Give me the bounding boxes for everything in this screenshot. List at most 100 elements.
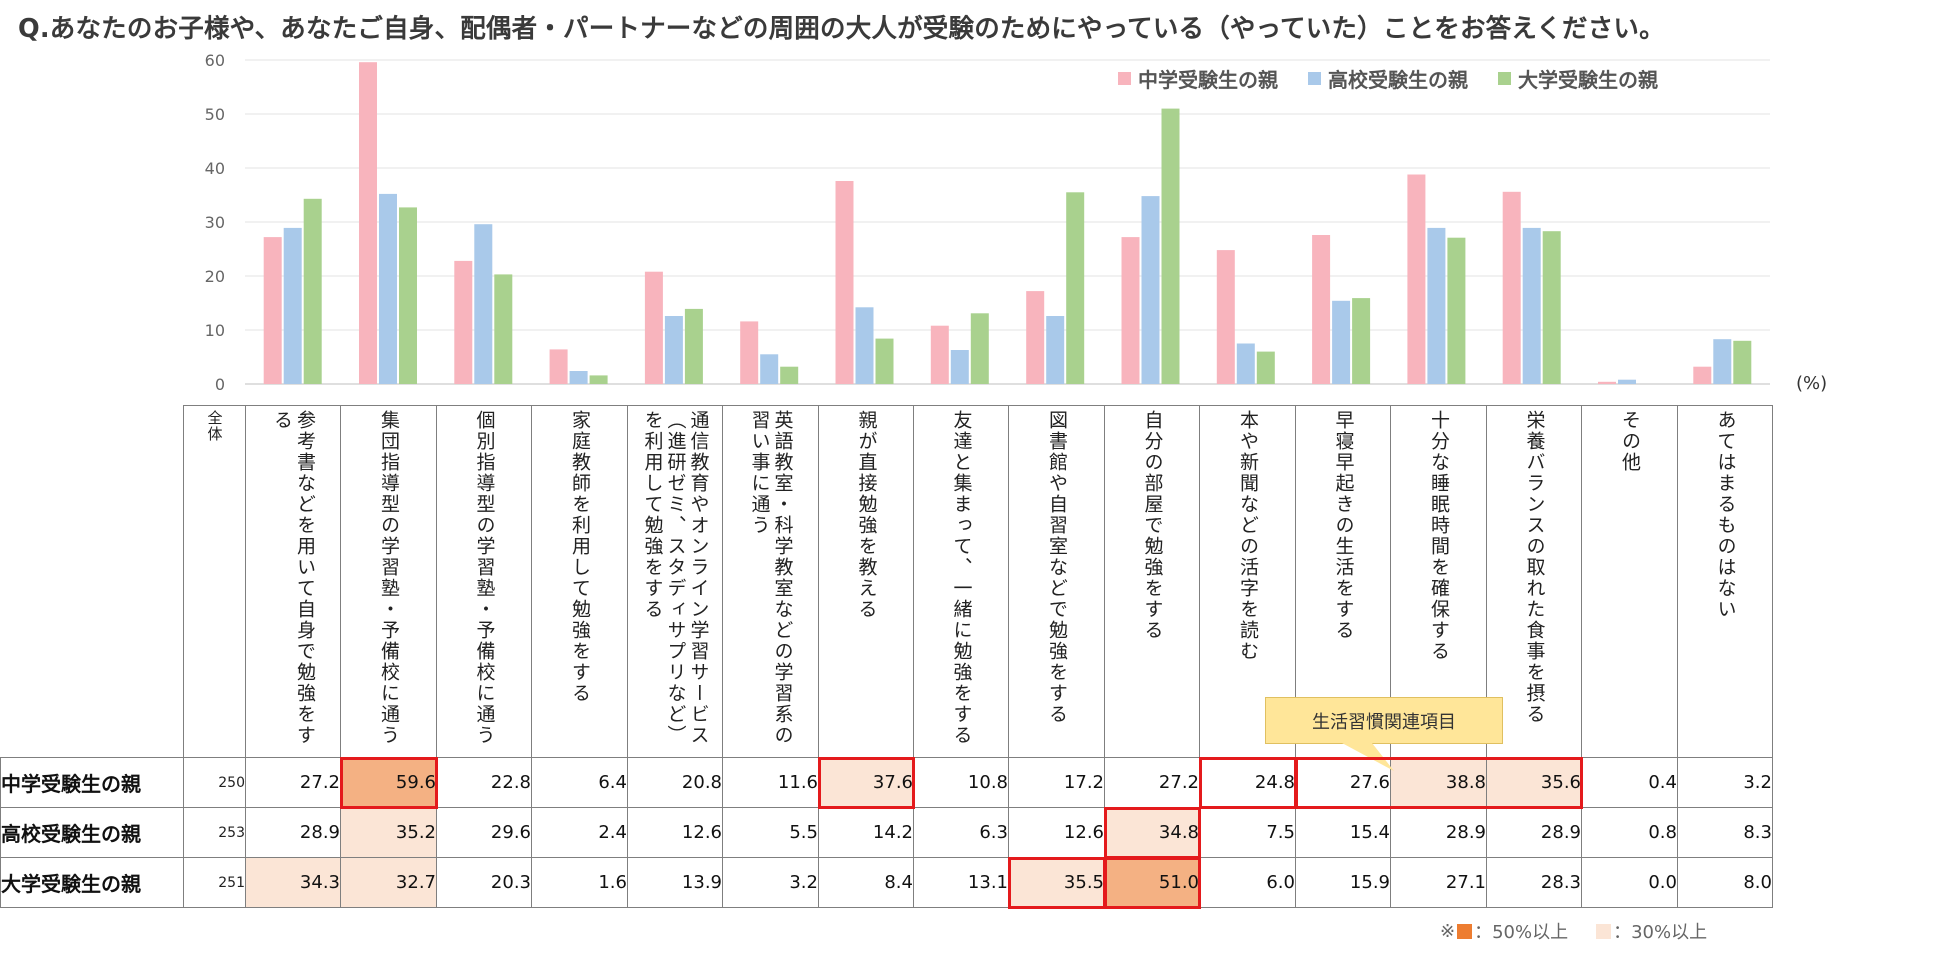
- value-cell: 37.6: [818, 757, 914, 808]
- category-header: 家庭教師を利用して勉強をする: [531, 405, 628, 758]
- bar-middle: [835, 181, 854, 384]
- value-cell: 22.8: [436, 757, 532, 808]
- bar-high: [1713, 339, 1732, 384]
- category-header: 自分の部屋で勉強をする: [1104, 405, 1200, 758]
- bar-middle: [1312, 235, 1331, 384]
- unit-label: (%): [1796, 373, 1828, 394]
- category-label: その他: [1619, 410, 1641, 473]
- category-header: 友達と集まって、一緒に勉強をする: [913, 405, 1009, 758]
- bar-middle: [263, 237, 282, 384]
- value-cell: 6.3: [913, 807, 1009, 858]
- row-label-middle: 中学受験生の親: [0, 757, 184, 808]
- footnote-swatch-50: [1457, 923, 1473, 939]
- category-label: 十分な睡眠時間を確保する: [1428, 410, 1450, 662]
- category-header: 個別指導型の学習塾・予備校に通う: [436, 405, 532, 758]
- legend-item-univ: 大学受験生の親: [1498, 64, 1658, 93]
- value-cell: 51.0: [1104, 857, 1200, 908]
- value-cell: 27.6: [1295, 757, 1391, 808]
- bar-high: [379, 193, 397, 384]
- bar-middle: [1121, 237, 1140, 384]
- chart-legend: 中学受験生の親 高校受験生の親 大学受験生の親: [1118, 64, 1658, 93]
- value-cell: 59.6: [340, 757, 437, 808]
- legend-item-high: 高校受験生の親: [1308, 64, 1468, 93]
- category-label: 早寝早起きの生活をする: [1332, 410, 1355, 641]
- bar-univ: [303, 198, 322, 384]
- category-label: 参考書などを用いて自身で勉強をする: [271, 410, 316, 746]
- bar-middle: [549, 349, 568, 384]
- value-cell: 3.2: [722, 857, 819, 908]
- value-cell: 12.6: [1008, 807, 1105, 858]
- y-tick-label: 20: [205, 267, 225, 286]
- category-header: 本や新聞などの活字を読む: [1199, 405, 1296, 758]
- value-cell: 24.8: [1199, 757, 1296, 808]
- value-cell: 34.8: [1104, 807, 1200, 858]
- category-label: 友達と集まって、一緒に勉強をする: [950, 410, 973, 746]
- legend-label-univ: 大学受験生の親: [1518, 68, 1658, 92]
- y-tick-label: 60: [205, 51, 225, 70]
- footnote-label-50: ：50%以上: [1474, 922, 1569, 943]
- value-cell: 35.5: [1008, 857, 1105, 908]
- callout-pointer: [1342, 743, 1394, 771]
- bar-middle: [644, 271, 663, 384]
- category-label: 本や新聞などの活字を読む: [1237, 410, 1259, 662]
- category-header: 集団指導型の学習塾・予備校に通う: [340, 405, 437, 758]
- value-cell: 20.8: [627, 757, 723, 808]
- table-row: 高校受験生の親 253 28.9 35.2 29.6 2.4 12.6 5.5 14.2 6.3 1…: [0, 807, 1773, 858]
- bar-high: [1427, 227, 1446, 384]
- value-cell: 8.0: [1677, 857, 1773, 908]
- bar-middle: [740, 321, 759, 384]
- bar-high: [1522, 227, 1541, 384]
- bar-univ: [1447, 237, 1466, 384]
- value-cell: 8.3: [1677, 807, 1773, 858]
- bar-high: [474, 224, 493, 384]
- value-cell: 13.9: [627, 857, 723, 908]
- bar-univ: [1352, 298, 1371, 384]
- bar-univ: [875, 338, 894, 384]
- y-tick-label: 10: [205, 321, 225, 340]
- sample-size-middle: 250: [183, 757, 246, 808]
- category-label: あてはまるものはない: [1714, 410, 1737, 620]
- total-header-cell: 全体: [183, 405, 246, 758]
- value-cell: 20.3: [436, 857, 532, 908]
- y-tick-label: 40: [205, 159, 225, 178]
- bar-high: [664, 316, 683, 384]
- value-cell: 2.4: [531, 807, 628, 858]
- category-label: 集団指導型の学習塾・予備校に通う: [378, 410, 400, 746]
- table-header-row: 全体 参考書などを用いて自身で勉強をする 集団指導型の学習塾・予備校に通う 個別…: [1, 405, 1773, 758]
- bar-univ: [494, 274, 513, 384]
- value-cell: 15.9: [1295, 857, 1391, 908]
- footnote-swatch-30: [1596, 923, 1612, 939]
- value-cell: 28.9: [1390, 807, 1487, 858]
- value-cell: 15.4: [1295, 807, 1391, 858]
- bar-univ: [1256, 351, 1275, 384]
- footnote-label-30: ：30%以上: [1613, 922, 1708, 943]
- value-cell: 11.6: [722, 757, 819, 808]
- y-tick-label: 0: [215, 375, 225, 394]
- bar-univ: [1733, 340, 1752, 384]
- bar-high: [760, 354, 779, 384]
- category-label: 栄養バランスの取れた食事を摂る: [1523, 410, 1546, 725]
- value-cell: 14.2: [818, 807, 914, 858]
- category-header: 図書館や自習室などで勉強をする: [1008, 405, 1105, 758]
- value-cell: 13.1: [913, 857, 1009, 908]
- value-cell: 32.7: [340, 857, 437, 908]
- value-cell: 5.5: [722, 807, 819, 858]
- bar-univ: [684, 308, 703, 384]
- legend-item-middle: 中学受験生の親: [1118, 64, 1278, 93]
- category-label: 英語教室・科学教室などの学習系の習い事に通う: [748, 410, 794, 746]
- bar-univ: [1161, 108, 1180, 384]
- value-cell: 3.2: [1677, 757, 1773, 808]
- category-header: 親が直接勉強を教える: [818, 405, 914, 758]
- bar-univ: [780, 366, 799, 384]
- bar-univ: [1066, 192, 1085, 384]
- bar-high: [950, 350, 969, 384]
- bar-univ: [589, 375, 608, 384]
- value-cell: 28.9: [245, 807, 341, 858]
- total-header: 全体: [205, 410, 224, 442]
- value-cell: 6.0: [1199, 857, 1296, 908]
- legend-swatch-univ: [1498, 72, 1511, 85]
- value-cell: 0.0: [1581, 857, 1678, 908]
- footnote: ※ ：50%以上 ：30%以上: [1440, 918, 1707, 944]
- value-cell: 8.4: [818, 857, 914, 908]
- bar-middle: [1407, 174, 1426, 384]
